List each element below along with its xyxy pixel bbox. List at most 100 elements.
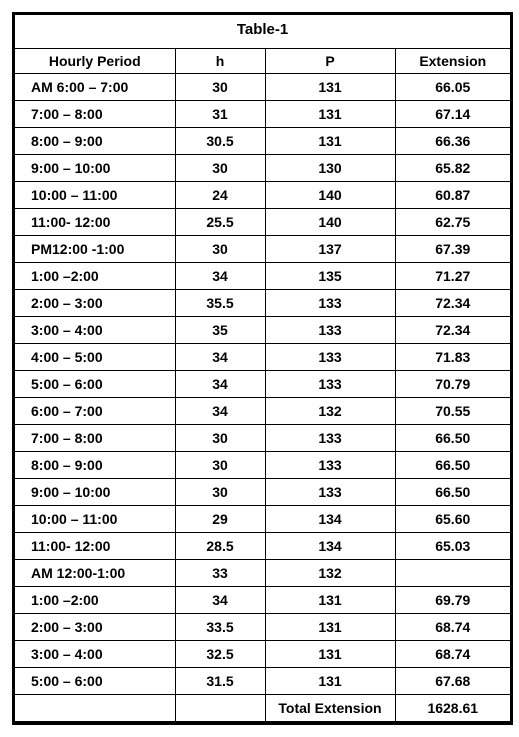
- cell-period: 7:00 – 8:00: [15, 425, 175, 452]
- table-row: AM 6:00 – 7:003013166.05: [15, 74, 510, 101]
- cell-extension: 65.60: [395, 506, 510, 533]
- cell-p: 131: [265, 668, 395, 695]
- table-row: 4:00 – 5:003413371.83: [15, 344, 510, 371]
- cell-extension: 72.34: [395, 317, 510, 344]
- table-row: 7:00 – 8:003013366.50: [15, 425, 510, 452]
- cell-h: 34: [175, 263, 265, 290]
- table-row: 2:00 – 3:0033.513168.74: [15, 614, 510, 641]
- cell-h: 31: [175, 101, 265, 128]
- cell-extension: 66.36: [395, 128, 510, 155]
- cell-period: 8:00 – 9:00: [15, 452, 175, 479]
- cell-extension: 71.83: [395, 344, 510, 371]
- table-container: Table-1 Hourly Period h P Extension AM 6…: [12, 12, 513, 725]
- cell-period: 6:00 – 7:00: [15, 398, 175, 425]
- cell-h: 30: [175, 74, 265, 101]
- cell-extension: 67.14: [395, 101, 510, 128]
- cell-period: 5:00 – 6:00: [15, 668, 175, 695]
- cell-extension: 66.50: [395, 452, 510, 479]
- cell-extension: 71.27: [395, 263, 510, 290]
- table-row: 9:00 – 10:003013366.50: [15, 479, 510, 506]
- cell-extension: 67.39: [395, 236, 510, 263]
- cell-period: 1:00 –2:00: [15, 263, 175, 290]
- cell-p: 132: [265, 560, 395, 587]
- cell-period: 11:00- 12:00: [15, 209, 175, 236]
- cell-extension: 69.79: [395, 587, 510, 614]
- table-row: 10:00 – 11:002414060.87: [15, 182, 510, 209]
- cell-h: 34: [175, 371, 265, 398]
- cell-period: 10:00 – 11:00: [15, 506, 175, 533]
- cell-p: 133: [265, 344, 395, 371]
- total-value: 1628.61: [395, 695, 510, 722]
- table-row: 10:00 – 11:002913465.60: [15, 506, 510, 533]
- cell-h: 32.5: [175, 641, 265, 668]
- cell-extension: 66.05: [395, 74, 510, 101]
- table-row: 6:00 – 7:003413270.55: [15, 398, 510, 425]
- cell-period: 5:00 – 6:00: [15, 371, 175, 398]
- cell-extension: 66.50: [395, 479, 510, 506]
- cell-p: 131: [265, 641, 395, 668]
- table-row: 1:00 –2:003413169.79: [15, 587, 510, 614]
- total-blank-1: [15, 695, 175, 722]
- cell-extension: 62.75: [395, 209, 510, 236]
- table-row: 2:00 – 3:0035.513372.34: [15, 290, 510, 317]
- cell-p: 131: [265, 74, 395, 101]
- cell-p: 133: [265, 479, 395, 506]
- table-row: 11:00- 12:0025.514062.75: [15, 209, 510, 236]
- cell-p: 135: [265, 263, 395, 290]
- table-row: 3:00 – 4:003513372.34: [15, 317, 510, 344]
- data-table: Table-1 Hourly Period h P Extension AM 6…: [15, 15, 510, 722]
- cell-p: 140: [265, 182, 395, 209]
- cell-period: 3:00 – 4:00: [15, 317, 175, 344]
- cell-p: 133: [265, 425, 395, 452]
- cell-p: 140: [265, 209, 395, 236]
- cell-p: 131: [265, 128, 395, 155]
- cell-extension: 68.74: [395, 641, 510, 668]
- cell-extension: 67.68: [395, 668, 510, 695]
- cell-p: 134: [265, 533, 395, 560]
- cell-extension: 70.79: [395, 371, 510, 398]
- table-body: AM 6:00 – 7:003013166.057:00 – 8:0031131…: [15, 74, 510, 695]
- table-row: 7:00 – 8:003113167.14: [15, 101, 510, 128]
- cell-period: 1:00 –2:00: [15, 587, 175, 614]
- cell-h: 24: [175, 182, 265, 209]
- table-row: 9:00 – 10:003013065.82: [15, 155, 510, 182]
- cell-h: 35.5: [175, 290, 265, 317]
- cell-h: 35: [175, 317, 265, 344]
- cell-extension: [395, 560, 510, 587]
- cell-p: 133: [265, 290, 395, 317]
- cell-extension: 68.74: [395, 614, 510, 641]
- cell-h: 31.5: [175, 668, 265, 695]
- cell-period: 9:00 – 10:00: [15, 155, 175, 182]
- cell-period: 9:00 – 10:00: [15, 479, 175, 506]
- cell-p: 133: [265, 371, 395, 398]
- table-row: PM12:00 -1:003013767.39: [15, 236, 510, 263]
- cell-h: 33.5: [175, 614, 265, 641]
- cell-h: 25.5: [175, 209, 265, 236]
- cell-period: 4:00 – 5:00: [15, 344, 175, 371]
- total-label: Total Extension: [265, 695, 395, 722]
- cell-period: 11:00- 12:00: [15, 533, 175, 560]
- cell-p: 133: [265, 317, 395, 344]
- cell-h: 30.5: [175, 128, 265, 155]
- table-row: 5:00 – 6:0031.513167.68: [15, 668, 510, 695]
- table-row: 5:00 – 6:003413370.79: [15, 371, 510, 398]
- cell-p: 134: [265, 506, 395, 533]
- col-header-extension: Extension: [395, 49, 510, 74]
- table-row: AM 12:00-1:0033132: [15, 560, 510, 587]
- cell-p: 132: [265, 398, 395, 425]
- col-header-period: Hourly Period: [15, 49, 175, 74]
- cell-extension: 65.82: [395, 155, 510, 182]
- cell-p: 137: [265, 236, 395, 263]
- cell-h: 30: [175, 452, 265, 479]
- cell-period: AM 6:00 – 7:00: [15, 74, 175, 101]
- table-row: 8:00 – 9:0030.513166.36: [15, 128, 510, 155]
- table-row: 1:00 –2:003413571.27: [15, 263, 510, 290]
- table-title: Table-1: [15, 15, 510, 49]
- cell-p: 130: [265, 155, 395, 182]
- cell-period: AM 12:00-1:00: [15, 560, 175, 587]
- cell-period: PM12:00 -1:00: [15, 236, 175, 263]
- cell-extension: 65.03: [395, 533, 510, 560]
- cell-h: 34: [175, 587, 265, 614]
- cell-p: 131: [265, 101, 395, 128]
- cell-extension: 72.34: [395, 290, 510, 317]
